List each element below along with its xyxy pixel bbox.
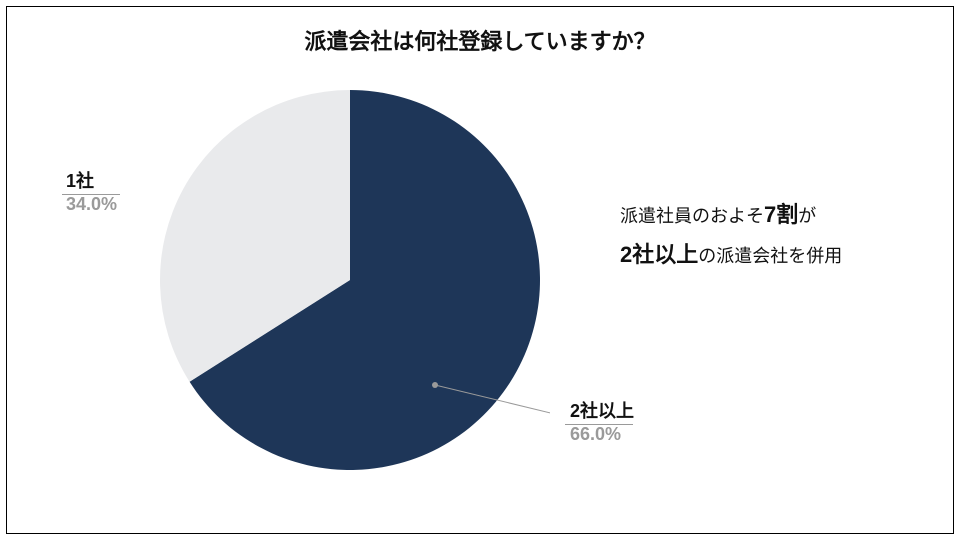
slice-pct: 34.0% — [66, 193, 117, 216]
slice-name: 2社以上 — [570, 400, 634, 423]
leader-dot — [432, 382, 438, 388]
pie-chart — [150, 80, 550, 480]
chart-title: 派遣会社は何社登録していますか？ — [0, 24, 960, 56]
slice-label-divider — [62, 194, 120, 195]
slice-pct: 66.0% — [570, 423, 634, 446]
callout-line2-post: の派遣会社を併用 — [698, 246, 842, 266]
callout-em-2sha: 2社以上 — [620, 242, 698, 267]
slice-label-minority: 1社 34.0% — [66, 170, 117, 215]
callout-line1-post: が — [798, 206, 816, 226]
slice-label-divider — [565, 424, 633, 425]
callout-em-7wari: 7割 — [764, 202, 798, 227]
slice-name: 1社 — [66, 170, 117, 193]
slice-label-majority: 2社以上 66.0% — [570, 400, 634, 445]
callout-text: 派遣社員のおよそ7割が 2社以上の派遣会社を併用 — [620, 195, 940, 274]
callout-line1-pre: 派遣社員のおよそ — [620, 206, 764, 226]
